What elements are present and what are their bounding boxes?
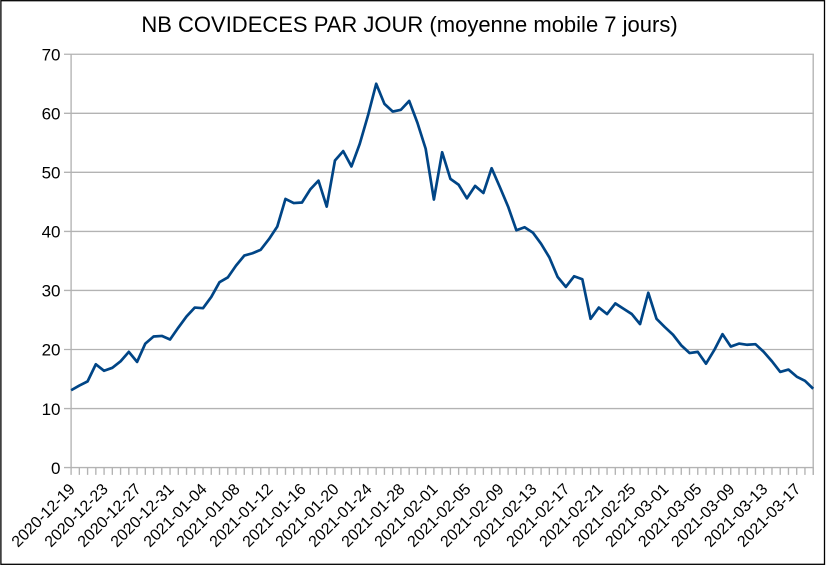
svg-text:10: 10 bbox=[42, 400, 61, 419]
svg-text:60: 60 bbox=[42, 105, 61, 124]
svg-text:50: 50 bbox=[42, 164, 61, 183]
svg-text:NB COVIDECES PAR JOUR (moyenne: NB COVIDECES PAR JOUR (moyenne mobile 7 … bbox=[141, 12, 677, 37]
svg-text:70: 70 bbox=[42, 45, 61, 64]
svg-text:30: 30 bbox=[42, 282, 61, 301]
svg-text:20: 20 bbox=[42, 341, 61, 360]
svg-text:40: 40 bbox=[42, 223, 61, 242]
svg-text:0: 0 bbox=[51, 459, 60, 478]
